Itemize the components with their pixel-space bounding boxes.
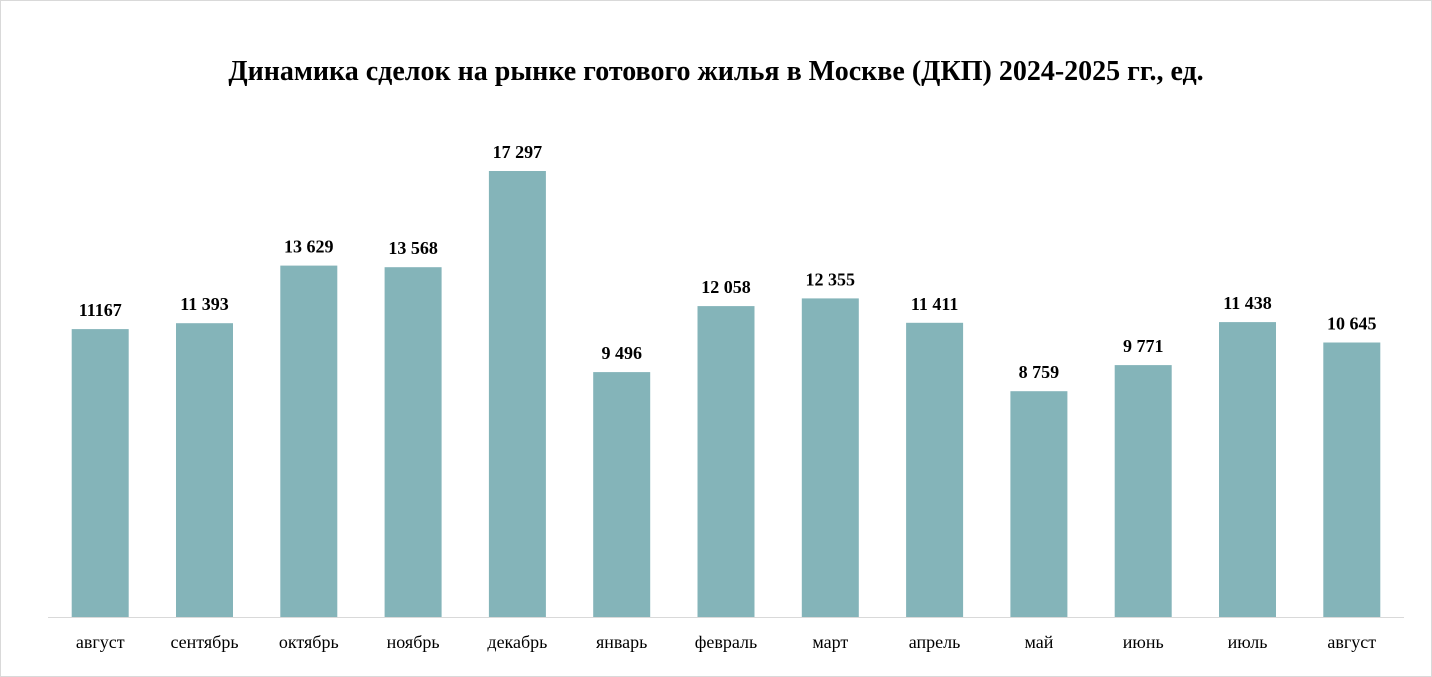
bar: [697, 306, 755, 617]
bar: [906, 322, 964, 617]
bar: [801, 298, 859, 617]
category-label: январь: [596, 632, 647, 652]
bar-value-label: 11 411: [911, 294, 959, 314]
category-label: август: [1327, 632, 1376, 652]
bar-value-label: 9 496: [601, 343, 642, 363]
bar-value-label: 12 355: [806, 269, 856, 289]
bar-value-label: 13 568: [388, 238, 438, 258]
bar: [1323, 342, 1381, 617]
bar: [384, 267, 442, 617]
bar-value-label: 13 629: [284, 237, 334, 257]
chart-title: Динамика сделок на рынке готового жилья …: [228, 56, 1204, 87]
bar: [1219, 322, 1276, 617]
category-label: сентябрь: [170, 632, 238, 652]
bar-value-label: 10 645: [1327, 314, 1377, 334]
category-label: декабрь: [487, 632, 547, 652]
category-label: ноябрь: [387, 632, 440, 652]
bars-group: [71, 171, 1381, 617]
bar-value-label: 11167: [79, 300, 122, 320]
bar: [488, 171, 546, 617]
category-label: август: [76, 632, 125, 652]
category-label: июль: [1228, 632, 1268, 652]
category-label: май: [1024, 632, 1053, 652]
bar-value-label: 9 771: [1123, 336, 1164, 356]
bar: [593, 372, 651, 617]
bar: [1010, 391, 1068, 617]
bar-value-label: 11 393: [180, 294, 229, 314]
bar-value-label: 8 759: [1019, 362, 1060, 382]
category-label: апрель: [909, 632, 961, 652]
bar-value-label: 12 058: [701, 277, 751, 297]
value-labels-group: 11167 11 393 13 629 13 568 17 297 9 496 12 058…: [79, 142, 1377, 382]
bar: [1114, 365, 1172, 617]
bar-value-label: 17 297: [493, 142, 543, 162]
category-label: февраль: [695, 632, 758, 652]
bar: [71, 329, 129, 617]
bar-value-label: 11 438: [1223, 293, 1272, 313]
category-label: июнь: [1123, 632, 1164, 652]
category-labels-group: август сентябрь октябрь ноябрь декабрь январь…: [76, 632, 1376, 652]
category-label: март: [812, 632, 848, 652]
bar: [280, 265, 338, 617]
category-label: октябрь: [279, 632, 339, 652]
bar: [176, 323, 233, 617]
